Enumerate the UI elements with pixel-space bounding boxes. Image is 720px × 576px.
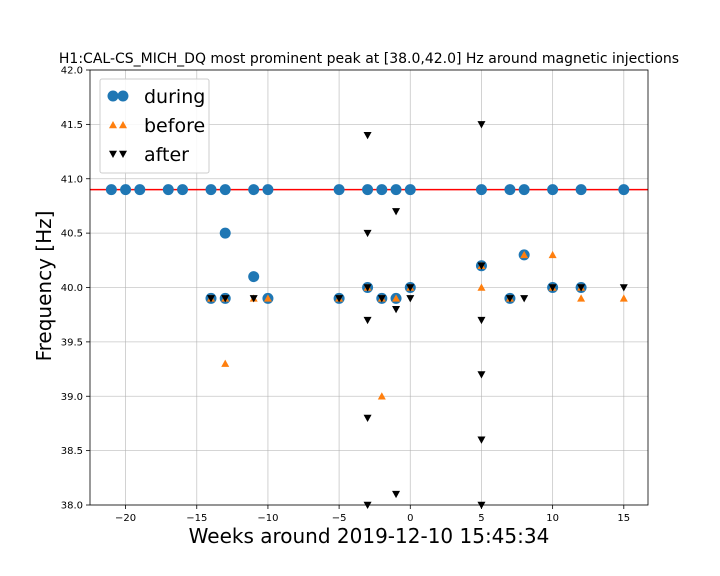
y-tick-label: 42.0 — [61, 66, 83, 77]
legend-marker-before — [119, 121, 127, 129]
data-point-before — [477, 283, 486, 291]
data-point-before — [619, 294, 628, 302]
data-point-after — [377, 295, 386, 303]
data-point-after — [477, 262, 486, 270]
data-points — [105, 121, 630, 509]
data-point-after — [363, 414, 372, 422]
y-tick-label: 38.0 — [61, 501, 83, 512]
data-point-during — [504, 184, 516, 196]
data-point-before — [520, 250, 529, 259]
legend-marker-before — [109, 121, 117, 129]
legend-marker-after — [119, 150, 127, 158]
data-point-during — [105, 184, 117, 196]
data-point-after — [249, 295, 258, 303]
data-point-after — [363, 132, 372, 140]
data-point-before — [548, 250, 557, 259]
data-point-after — [477, 121, 486, 129]
legend-marker-during — [117, 90, 129, 102]
y-tick-label: 40.0 — [61, 283, 83, 294]
data-point-during — [248, 271, 260, 283]
data-point-after — [406, 295, 415, 303]
legend-label-before: before — [144, 115, 205, 137]
data-point-after — [392, 306, 401, 314]
y-tick-label: 41.5 — [61, 120, 83, 131]
x-tick-label: 15 — [617, 513, 630, 524]
x-tick-label: −20 — [115, 513, 136, 524]
data-point-before — [263, 294, 272, 302]
data-point-during — [547, 184, 559, 196]
data-point-during — [618, 184, 630, 196]
x-axis-label: Weeks around 2019-12-10 15:45:34 — [189, 524, 550, 548]
data-point-during — [205, 184, 217, 196]
data-point-after — [363, 284, 372, 292]
data-point-after — [406, 284, 415, 292]
data-point-during — [177, 184, 189, 196]
data-point-after — [505, 295, 514, 303]
y-tick-label: 39.5 — [61, 337, 83, 348]
data-point-during — [219, 227, 231, 239]
data-point-before — [377, 392, 386, 400]
data-point-during — [362, 184, 374, 196]
data-point-after — [335, 295, 344, 303]
x-tick-label: 5 — [478, 513, 484, 524]
data-point-after — [477, 316, 486, 325]
data-point-during — [390, 184, 402, 196]
data-point-after — [619, 284, 628, 292]
legend-marker-after — [109, 150, 117, 158]
data-point-during — [518, 184, 530, 196]
data-point-after — [477, 436, 486, 444]
y-axis-ticks: 38.0 38.5 39.0 39.5 40.0 40.5 41.0 41.5 42.0 — [61, 66, 90, 512]
data-point-after — [363, 229, 372, 238]
data-point-during — [120, 184, 132, 196]
y-axis-label: Frequency [Hz] — [32, 211, 56, 362]
legend-item-after: after — [109, 144, 189, 166]
series-after — [206, 121, 628, 509]
legend: during before after — [99, 78, 210, 174]
data-point-during — [475, 184, 487, 196]
y-tick-label: 41.0 — [61, 174, 83, 185]
data-point-before — [392, 294, 401, 302]
data-point-during — [333, 184, 345, 196]
x-tick-label: 0 — [407, 513, 413, 524]
legend-item-during: during — [107, 86, 205, 108]
data-point-after — [206, 295, 215, 303]
data-point-during — [219, 184, 231, 196]
data-point-after — [392, 490, 401, 499]
y-tick-label: 40.5 — [61, 229, 83, 240]
x-tick-label: 10 — [546, 513, 559, 524]
x-tick-label: −10 — [257, 513, 278, 524]
data-point-before — [577, 294, 586, 302]
data-point-after — [520, 295, 529, 303]
data-point-after — [548, 284, 557, 292]
data-point-during — [262, 184, 274, 196]
data-point-during — [575, 184, 587, 196]
data-point-after — [363, 316, 372, 325]
chart-title: H1:CAL-CS_MICH_DQ most prominent peak at… — [59, 51, 679, 67]
data-point-during — [134, 184, 146, 196]
y-tick-label: 38.5 — [61, 446, 83, 457]
data-point-after — [477, 371, 486, 379]
legend-label-after: after — [144, 144, 189, 166]
data-point-during — [404, 184, 416, 196]
legend-marker-during — [107, 90, 119, 102]
data-point-during — [162, 184, 174, 196]
x-tick-label: −5 — [332, 513, 347, 524]
data-point-after — [577, 284, 586, 292]
data-point-during — [376, 184, 388, 196]
legend-label-during: during — [144, 86, 205, 108]
x-axis-ticks: −20 −15 −10 −5 0 5 10 15 — [115, 505, 630, 524]
data-point-after — [221, 295, 230, 303]
data-point-before — [221, 359, 230, 367]
data-point-during — [248, 184, 260, 196]
y-tick-label: 39.0 — [61, 392, 83, 403]
x-tick-label: −15 — [186, 513, 207, 524]
legend-box — [99, 78, 210, 174]
legend-item-before: before — [109, 115, 205, 137]
data-point-after — [392, 208, 401, 216]
